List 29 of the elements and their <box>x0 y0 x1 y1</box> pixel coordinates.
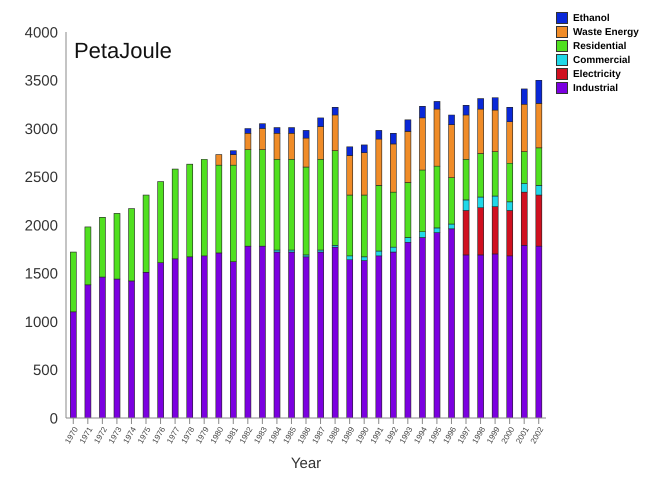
legend-label: Electricity <box>573 68 621 80</box>
bar <box>288 252 295 418</box>
bar <box>274 252 280 418</box>
legend-label: Waste Energy <box>573 26 639 38</box>
legend-label: Ethanol <box>573 12 610 24</box>
bar <box>434 232 440 418</box>
y-axis-title: PetaJoule <box>74 38 172 64</box>
y-tick-label: 1500 <box>24 266 58 283</box>
bar <box>404 242 412 418</box>
bar <box>332 246 338 418</box>
y-tick-label: 1000 <box>24 314 58 331</box>
legend-label: Commercial <box>573 54 630 66</box>
x-axis-title: Year <box>290 455 322 472</box>
legend-label: Industrial <box>573 82 618 94</box>
legend-label: Residential <box>573 40 626 52</box>
y-tick-label: 3500 <box>24 72 58 90</box>
bar <box>360 260 368 418</box>
bar <box>390 252 397 418</box>
y-tick-label: 4000 <box>24 24 58 42</box>
bar <box>376 256 382 418</box>
y-tick-label: 500 <box>32 362 58 380</box>
y-tick-label: 3000 <box>24 120 58 138</box>
y-tick-label: 2000 <box>24 217 58 234</box>
y-tick-label: 0 <box>50 410 58 428</box>
y-tick-label: 2500 <box>24 169 58 186</box>
bar <box>317 252 324 418</box>
bar <box>302 256 310 418</box>
bar <box>448 228 455 418</box>
bar <box>346 259 354 418</box>
